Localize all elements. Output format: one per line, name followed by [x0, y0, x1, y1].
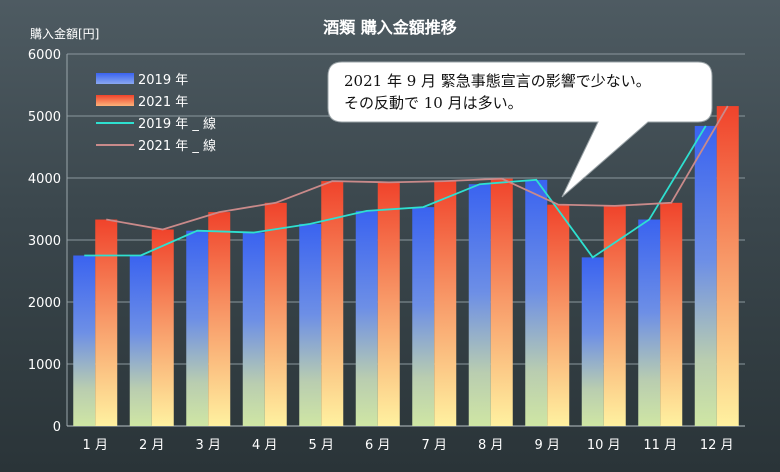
bar-2019年-11	[638, 219, 661, 426]
bar-2019年-8	[468, 184, 491, 426]
legend-label-1: 2019 年	[138, 73, 188, 88]
bar-2021年-2	[151, 229, 174, 426]
bar-2019年-1	[73, 255, 96, 426]
series-lines	[84, 105, 729, 259]
y-tick-6000: 6000	[28, 48, 61, 63]
x-tick-4: 4 月	[252, 438, 277, 453]
bar-2021年-9	[547, 204, 570, 426]
callout-line-2: その反動で 10 月は多い。	[344, 94, 523, 112]
x-tick-1: 1 月	[83, 438, 108, 453]
bar-2021年-7	[434, 181, 457, 426]
bar-2019年-4	[242, 232, 265, 426]
callout-line-1: 2021 年 9 月 緊急事態宣言の影響で少ない。	[344, 72, 651, 90]
legend-label-4: 2021 年 _ 線	[138, 138, 216, 154]
bar-2021年-8	[490, 178, 513, 426]
bar-2019年-9	[525, 179, 548, 426]
bar-2021年-11	[660, 202, 683, 426]
x-tick-7: 7 月	[422, 438, 447, 453]
bar-2021年-6	[377, 182, 400, 426]
x-tick-11: 11 月	[643, 438, 677, 453]
y-axis-label: 購入金額[円]	[30, 26, 99, 41]
line-series-2019	[84, 125, 707, 259]
x-tick-3: 3 月	[196, 438, 221, 453]
y-tick-1000: 1000	[28, 358, 61, 373]
callout-bubble	[327, 61, 713, 198]
legend-label-3: 2019 年 _ 線	[138, 116, 216, 132]
bar-2019年-10	[581, 257, 604, 426]
x-tick-12: 12 月	[700, 438, 734, 453]
y-tick-5000: 5000	[28, 110, 61, 125]
bar-2019年-12	[694, 125, 717, 427]
bar-2021年-4	[264, 202, 287, 426]
y-tick-2000: 2000	[28, 296, 61, 311]
bar-2019年-3	[186, 230, 209, 426]
legend: 2019 年 2021 年 2019 年 _ 線 2021 年 _ 線	[96, 73, 216, 154]
line-series-2021	[106, 105, 729, 231]
bar-2019年-6	[355, 210, 378, 426]
bar-2021年-12	[716, 106, 739, 426]
bar-2021年-5	[321, 181, 344, 426]
x-tick-6: 6 月	[365, 438, 390, 453]
chart-title: 酒類 購入金額推移	[323, 18, 457, 37]
bar-2019年-5	[299, 223, 322, 426]
x-tick-2: 2 月	[139, 438, 164, 453]
bar-2019年-7	[412, 207, 435, 426]
bars	[73, 106, 739, 427]
bar-2021年-3	[208, 212, 231, 426]
annotation-callout: 2021 年 9 月 緊急事態宣言の影響で少ない。 その反動で 10 月は多い。	[327, 61, 713, 198]
legend-swatch-1	[96, 73, 134, 84]
bar-2021年-10	[603, 205, 626, 426]
legend-swatch-2	[96, 95, 134, 106]
y-tick-4000: 4000	[28, 172, 61, 187]
bar-2021年-1	[95, 219, 118, 426]
x-tick-5: 5 月	[309, 438, 334, 453]
y-tick-0: 0	[53, 420, 61, 435]
y-tick-3000: 3000	[28, 234, 61, 249]
x-tick-10: 10 月	[587, 438, 621, 453]
y-axis-ticks: 0 1000 2000 3000 4000 5000 6000	[28, 48, 61, 435]
bar-2019年-2	[129, 255, 152, 426]
legend-label-2: 2021 年	[138, 95, 188, 110]
x-tick-9: 9 月	[535, 438, 560, 453]
x-axis-ticks: 1 月 2 月 3 月 4 月 5 月 6 月 7 月 8 月 9 月 10 月 11 月 12 月	[83, 438, 734, 453]
x-tick-8: 8 月	[478, 438, 503, 453]
